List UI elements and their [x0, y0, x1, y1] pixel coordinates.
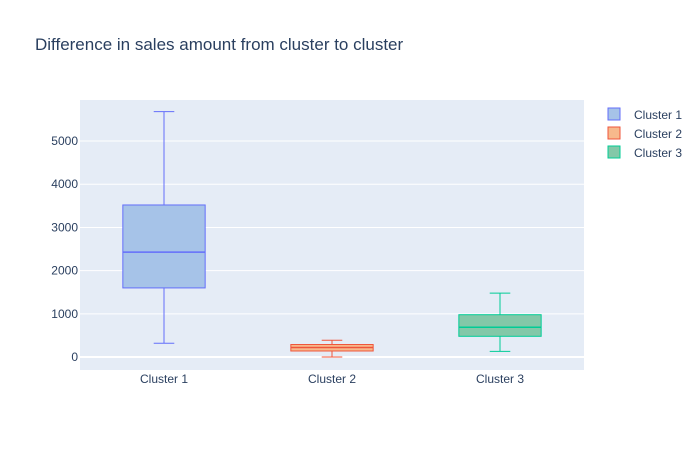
- y-tick-label: 1000: [51, 307, 78, 321]
- legend-label: Cluster 1: [634, 108, 682, 122]
- legend-label: Cluster 3: [634, 146, 682, 160]
- x-tick-label: Cluster 1: [140, 372, 188, 386]
- y-axis-ticks: 0 1000 2000 3000 4000 5000: [51, 134, 78, 364]
- legend[interactable]: Cluster 1 Cluster 2 Cluster 3: [607, 107, 682, 160]
- legend-swatch: [607, 145, 621, 159]
- y-tick-label: 4000: [51, 177, 78, 191]
- legend-item[interactable]: Cluster 2: [607, 126, 682, 141]
- y-tick-label: 5000: [51, 134, 78, 148]
- chart-title: Difference in sales amount from cluster …: [35, 35, 404, 54]
- y-tick-label: 3000: [51, 220, 78, 234]
- box-3[interactable]: [458, 292, 542, 352]
- legend-item[interactable]: Cluster 1: [607, 107, 682, 122]
- legend-item[interactable]: Cluster 3: [607, 145, 682, 160]
- y-tick-label: 0: [71, 350, 78, 364]
- box-iqr[interactable]: [458, 314, 542, 337]
- box-2[interactable]: [290, 339, 374, 358]
- legend-swatch: [607, 126, 621, 140]
- x-tick-label: Cluster 3: [476, 372, 524, 386]
- x-tick-label: Cluster 2: [308, 372, 356, 386]
- boxes: [122, 111, 542, 358]
- x-axis-ticks: Cluster 1 Cluster 2 Cluster 3: [140, 372, 524, 386]
- legend-label: Cluster 2: [634, 127, 682, 141]
- y-tick-label: 2000: [51, 264, 78, 278]
- box-iqr[interactable]: [122, 204, 206, 289]
- box-1[interactable]: [122, 111, 206, 344]
- legend-swatch: [607, 107, 621, 121]
